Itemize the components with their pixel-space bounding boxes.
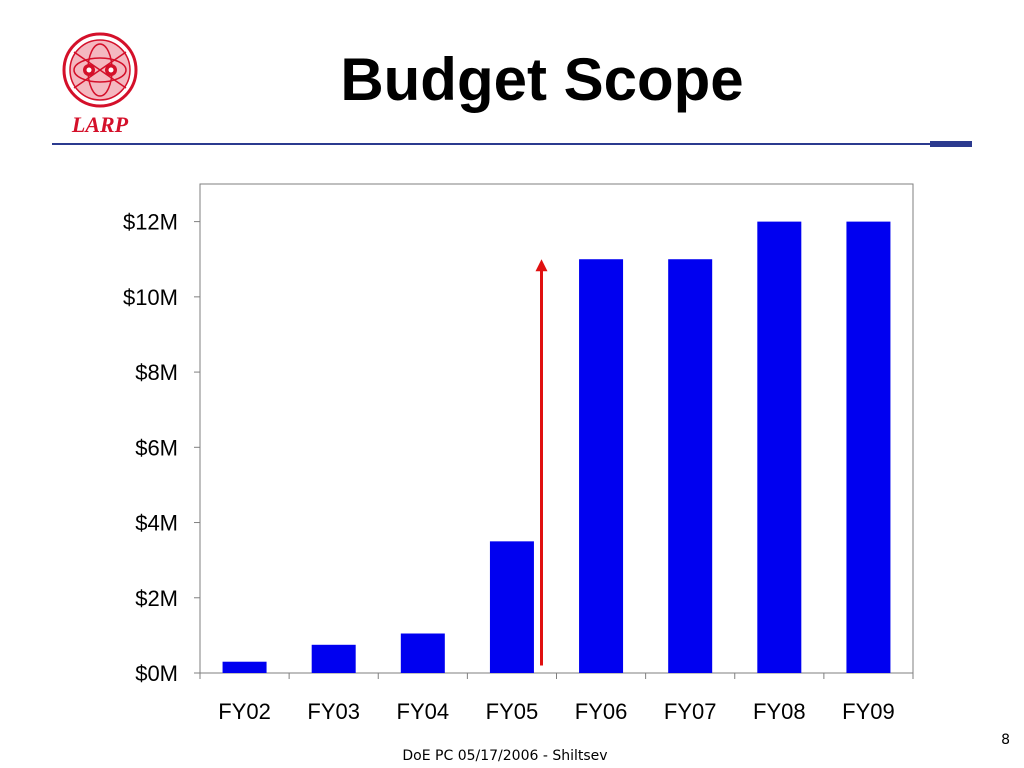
y-tick-label: $12M (123, 210, 178, 235)
larp-logo-icon (62, 32, 138, 108)
x-tick-label: FY08 (753, 699, 806, 724)
x-tick-label: FY06 (575, 699, 628, 724)
y-tick-label: $10M (123, 285, 178, 310)
plot-frame (199, 183, 914, 674)
bar-fy06 (579, 259, 624, 673)
page-number: 8 (1001, 732, 1010, 748)
y-tick-label: $8M (135, 360, 178, 385)
x-tick-label: FY07 (664, 699, 717, 724)
y-tick-label: $2M (135, 586, 178, 611)
bar-fy08 (757, 221, 802, 673)
y-tick-label: $6M (135, 435, 178, 460)
x-tick-label: FY09 (842, 699, 895, 724)
slide-title: Budget Scope (340, 46, 744, 113)
x-tick-label: FY05 (486, 699, 539, 724)
logo-text: LARP (71, 112, 129, 137)
increase-arrow-icon (535, 259, 548, 272)
title-rule (52, 143, 972, 145)
x-tick-label: FY02 (218, 699, 271, 724)
footer-text: DoE PC 05/17/2006 - Shiltsev (402, 748, 608, 764)
bar-fy09 (846, 221, 891, 673)
larp-logo: LARP (52, 30, 148, 142)
x-tick-label: FY03 (307, 699, 360, 724)
y-tick-label: $0M (135, 661, 178, 686)
bar-fy02 (222, 661, 267, 673)
bar-fy04 (400, 633, 445, 673)
y-tick-label: $4M (135, 511, 178, 536)
bar-fy07 (668, 259, 713, 673)
x-tick-label: FY04 (397, 699, 450, 724)
bar-fy05 (489, 541, 534, 673)
bar-fy03 (311, 644, 356, 673)
title-rule-accent (930, 141, 972, 147)
